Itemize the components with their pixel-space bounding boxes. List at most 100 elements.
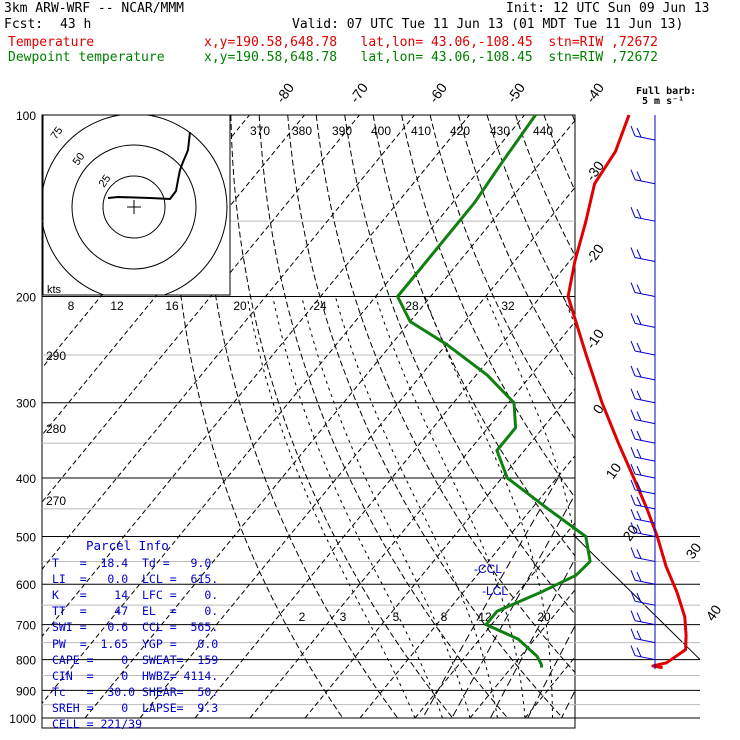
wind-barb [630, 494, 656, 510]
wind-barb-flag [636, 208, 642, 219]
dry-adiabat-label: 270 [46, 494, 66, 508]
wind-barb-flag [636, 481, 642, 492]
isotherm-label: -10 [582, 326, 607, 352]
isotherm-line [690, 115, 740, 718]
pressure-label-300: 300 [16, 397, 36, 411]
parcel-info-row: TT = 47 EL = 0. [52, 604, 219, 619]
model-title: 3km ARW-WRF -- NCAR/MMM [4, 1, 185, 16]
mixing-ratio-label-lower: 2 [299, 610, 306, 624]
hodograph-rings [43, 115, 228, 295]
forecast-hour: 43 h [60, 17, 92, 32]
wind-barb-flag [630, 547, 636, 558]
hodograph-ring [102, 175, 166, 239]
wind-barb [630, 313, 656, 328]
hodograph-box [42, 114, 231, 296]
parcel-info-row: PW = 1.65 YGP = 0.0 [52, 636, 219, 651]
mixing-ratio-label-upper: 28 [405, 299, 419, 313]
isotherm-label: 10 [602, 460, 624, 482]
isotherm-line [139, 186, 575, 719]
dry-adiabat-line [287, 115, 564, 719]
wind-barb-flag [636, 592, 642, 603]
wind-barb-flag [636, 390, 642, 400]
isotherm-line [42, 115, 415, 571]
wind-barb-flag [630, 628, 636, 639]
theta-label: 410 [411, 124, 431, 138]
moist-adiabat-line [334, 296, 498, 719]
wind-barb-flag [630, 463, 636, 475]
wind-barb-staff [634, 620, 656, 626]
wind-barb-flag [636, 465, 642, 476]
wind-barb-flag [630, 247, 636, 258]
theta-label: 420 [450, 124, 470, 138]
theta-label: 400 [371, 124, 391, 138]
parcel-info-row: K = 14 LFC = 0. [52, 588, 219, 603]
wind-barb-staff [634, 638, 656, 644]
isotherm-label: 30 [682, 540, 704, 562]
wind-barb-flag [636, 630, 642, 640]
isotherm-label: -50 [503, 80, 528, 106]
wind-barb-flag [630, 446, 636, 458]
mixing-ratio-lines [422, 477, 723, 719]
isotherm-line [414, 522, 575, 719]
dry-adiabat-line [601, 115, 740, 718]
mixing-ratio-line [490, 557, 575, 719]
wind-barb-staff [634, 489, 656, 495]
wind-barb [630, 388, 656, 404]
moist-adiabat-line [663, 297, 731, 719]
valid-time: Valid: 07 UTC Tue 11 Jun 13 (01 MDT Tue … [292, 17, 684, 32]
hodograph-ring [43, 115, 228, 295]
wind-barb [630, 247, 656, 263]
mixing-ratio-label-lower: 8 [441, 610, 448, 624]
dry-adiabat-line [686, 115, 740, 718]
wind-barb [630, 508, 656, 524]
isotherm-label: -80 [272, 80, 297, 106]
isotherm-line [635, 115, 740, 718]
wind-barb-flag [630, 522, 636, 533]
pressure-label-700: 700 [16, 619, 36, 633]
wind-barb-staff [634, 179, 656, 185]
dry-adiabat-line [172, 115, 344, 719]
wind-barb [630, 365, 656, 381]
isotherm-label: -70 [346, 80, 371, 106]
dry-adiabat-line [486, 115, 575, 320]
isotherm-line [42, 115, 525, 705]
wind-barb-flag [636, 315, 642, 325]
wind-barb [630, 446, 656, 462]
wind-barb-flag [630, 282, 636, 293]
parcel-info-row: Tc = 30.0 SHEAR= 50. [52, 684, 219, 699]
dry-adiabat-line [230, 115, 454, 719]
wind-barb [630, 125, 656, 141]
init-time: Init: 12 UTC Sun 09 Jun 13 [506, 1, 710, 16]
wind-barb-staff [634, 292, 656, 298]
parcel-info-row: CIN = 0 HWBZ= 4114. [52, 668, 219, 683]
parcel-info-row: CAPE = 0 SWEAT= 159 [52, 652, 219, 667]
wind-barb-staff [634, 531, 656, 537]
adiabat-lines [172, 115, 740, 719]
wind-barb-flag [630, 570, 636, 581]
wind-barb-flag [630, 610, 636, 621]
wind-barb-staff [634, 438, 656, 444]
mixing-ratio-line [606, 478, 723, 718]
dry-adiabat-line [658, 115, 740, 718]
mixing-ratio-label-lower: 20 [537, 610, 551, 624]
wind-barb-flag [636, 496, 642, 507]
wind-barb [630, 628, 656, 644]
parcel-info-title: Parcel Info [86, 538, 169, 553]
wind-barb-staff [634, 655, 656, 661]
wind-barb [630, 428, 656, 444]
pressure-label-100: 100 [16, 109, 36, 123]
theta-label: 370 [250, 124, 270, 138]
wind-barb-flag [636, 127, 642, 138]
dewpoint-location-info: x,y=190.58,648.78 lat,lon= 43.06,-108.45… [204, 50, 658, 65]
wind-barb-staff [634, 216, 656, 222]
dewpoint-profile-line [396, 114, 592, 668]
isotherm-line [524, 656, 575, 719]
wind-barb-flag [630, 479, 636, 491]
dry-adiabat-line [344, 115, 575, 615]
isotherm-label: -20 [582, 241, 607, 267]
isotherm-line [42, 115, 360, 503]
pressure-label-1000: 1000 [9, 712, 36, 726]
moist-adiabat-line [690, 297, 740, 719]
isotherm-label: -60 [425, 80, 450, 106]
